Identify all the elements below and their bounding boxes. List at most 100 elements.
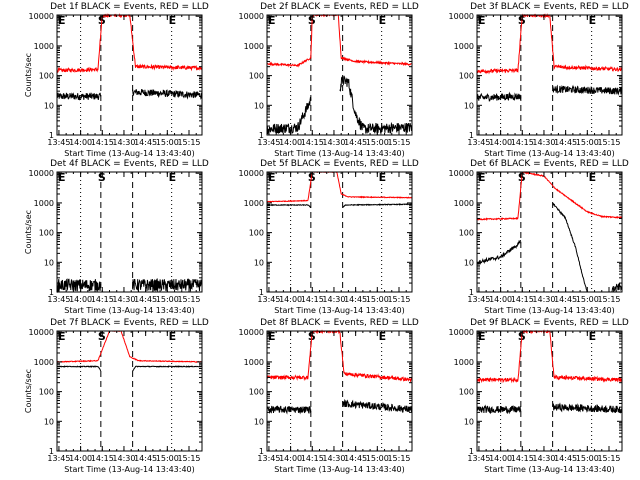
y-tick-label: 100 — [39, 72, 54, 81]
x-tick-label: 14:15 — [511, 138, 534, 147]
events-series-line — [266, 96, 312, 135]
x-tick-label: 14:45 — [344, 295, 367, 304]
x-tick-label: 15:15 — [177, 454, 200, 463]
x-tick-label: 14:15 — [91, 295, 114, 304]
y-tick-label: 1 — [49, 288, 54, 297]
x-tick-label: 15:15 — [597, 295, 620, 304]
events-series-line — [476, 239, 522, 266]
lld-series-line — [476, 171, 623, 222]
x-tick-label: 15:00 — [156, 454, 179, 463]
x-tick-label: 14:30 — [112, 138, 135, 147]
x-tick-label: 14:45 — [554, 138, 577, 147]
x-tick-label: 15:15 — [177, 295, 200, 304]
lld-series-line — [267, 171, 413, 203]
y-tick-label: 1 — [49, 447, 54, 456]
y-tick-label: 10000 — [239, 169, 264, 178]
events-series-line — [342, 203, 413, 208]
y-tick-label: 100 — [39, 229, 54, 238]
marker-label: E — [268, 330, 276, 343]
y-tick-label: 10000 — [449, 12, 474, 21]
y-tick-label: 1 — [469, 447, 474, 456]
x-tick-label: 15:00 — [366, 138, 389, 147]
y-tick-label: 1 — [469, 131, 474, 140]
x-tick-label: 15:00 — [156, 295, 179, 304]
x-axis-label: Start Time (13-Aug-14 13:43:40) — [274, 149, 405, 158]
x-axis-label: Start Time (13-Aug-14 13:43:40) — [64, 149, 195, 158]
marker-label: S — [98, 330, 106, 343]
y-tick-label: 10 — [44, 417, 54, 426]
x-tick-label: 14:00 — [489, 295, 512, 304]
x-tick-label: 14:00 — [69, 138, 92, 147]
y-tick-label: 10 — [254, 101, 264, 110]
chart-title: Det 3f BLACK = Events, RED = LLD — [470, 2, 629, 12]
x-tick-label: 15:15 — [387, 138, 410, 147]
y-tick-label: 1000 — [244, 358, 264, 367]
x-tick-label: 15:00 — [366, 454, 389, 463]
x-tick-label: 15:00 — [576, 454, 599, 463]
y-tick-label: 100 — [249, 72, 264, 81]
lld-series-line — [56, 330, 203, 363]
x-tick-label: 14:15 — [511, 295, 534, 304]
x-tick-label: 14:15 — [91, 138, 114, 147]
x-tick-label: 14:30 — [112, 454, 135, 463]
x-tick-label: 15:15 — [387, 295, 410, 304]
chart-title: Det 4f BLACK = Events, RED = LLD — [50, 159, 209, 169]
x-axis-label: Start Time (13-Aug-14 13:43:40) — [274, 306, 405, 315]
x-tick-label: 14:45 — [344, 138, 367, 147]
plot-frame — [56, 330, 203, 452]
events-series-line — [611, 283, 623, 293]
plot-frame — [56, 171, 203, 293]
x-tick-label: 14:45 — [134, 138, 157, 147]
y-tick-label: 100 — [249, 229, 264, 238]
x-tick-label: 13:45 — [47, 295, 70, 304]
marker-label: E — [379, 330, 387, 343]
marker-label: E — [478, 14, 486, 27]
y-tick-label: 10 — [254, 258, 264, 267]
x-tick-label: 15:15 — [597, 138, 620, 147]
y-tick-label: 10000 — [239, 328, 264, 337]
marker-label: E — [169, 330, 177, 343]
events-series-line — [56, 365, 102, 372]
x-tick-label: 14:45 — [554, 295, 577, 304]
x-tick-label: 13:45 — [467, 454, 490, 463]
marker-label: E — [589, 171, 597, 184]
y-tick-label: 1000 — [244, 199, 264, 208]
x-tick-label: 14:00 — [489, 454, 512, 463]
x-tick-label: 15:15 — [387, 454, 410, 463]
marker-label: E — [58, 14, 66, 27]
y-tick-label: 1000 — [454, 42, 474, 51]
lld-series-line — [266, 13, 413, 68]
plot-frame — [476, 330, 623, 452]
marker-label: S — [98, 171, 106, 184]
x-tick-label: 15:15 — [177, 138, 200, 147]
y-tick-label: 10000 — [29, 169, 54, 178]
x-tick-label: 13:45 — [467, 295, 490, 304]
y-tick-label: 1 — [469, 288, 474, 297]
x-tick-label: 15:00 — [366, 295, 389, 304]
y-tick-label: 1000 — [34, 199, 54, 208]
x-tick-label: 14:00 — [279, 295, 302, 304]
x-axis-label: Start Time (13-Aug-14 13:43:40) — [484, 465, 615, 474]
x-tick-label: 14:15 — [301, 138, 324, 147]
y-tick-label: 100 — [249, 388, 264, 397]
marker-label: E — [58, 171, 66, 184]
x-tick-label: 14:30 — [322, 454, 345, 463]
events-series-line — [56, 277, 102, 294]
chart-title: Det 1f BLACK = Events, RED = LLD — [50, 2, 209, 12]
plot-frame — [266, 14, 413, 136]
marker-label: E — [379, 171, 387, 184]
chart-title: Det 9f BLACK = Events, RED = LLD — [470, 318, 629, 328]
y-tick-label: 1 — [259, 288, 264, 297]
x-tick-label: 14:45 — [344, 454, 367, 463]
x-tick-label: 14:00 — [279, 138, 302, 147]
x-tick-label: 14:45 — [134, 295, 157, 304]
x-tick-label: 14:00 — [489, 138, 512, 147]
y-tick-label: 10 — [464, 258, 474, 267]
events-series-line — [552, 84, 623, 96]
events-series-line — [266, 405, 312, 415]
chart-title: Det 6f BLACK = Events, RED = LLD — [470, 159, 629, 169]
y-tick-label: 1 — [259, 447, 264, 456]
events-series-line — [552, 202, 588, 293]
x-tick-label: 13:45 — [47, 138, 70, 147]
